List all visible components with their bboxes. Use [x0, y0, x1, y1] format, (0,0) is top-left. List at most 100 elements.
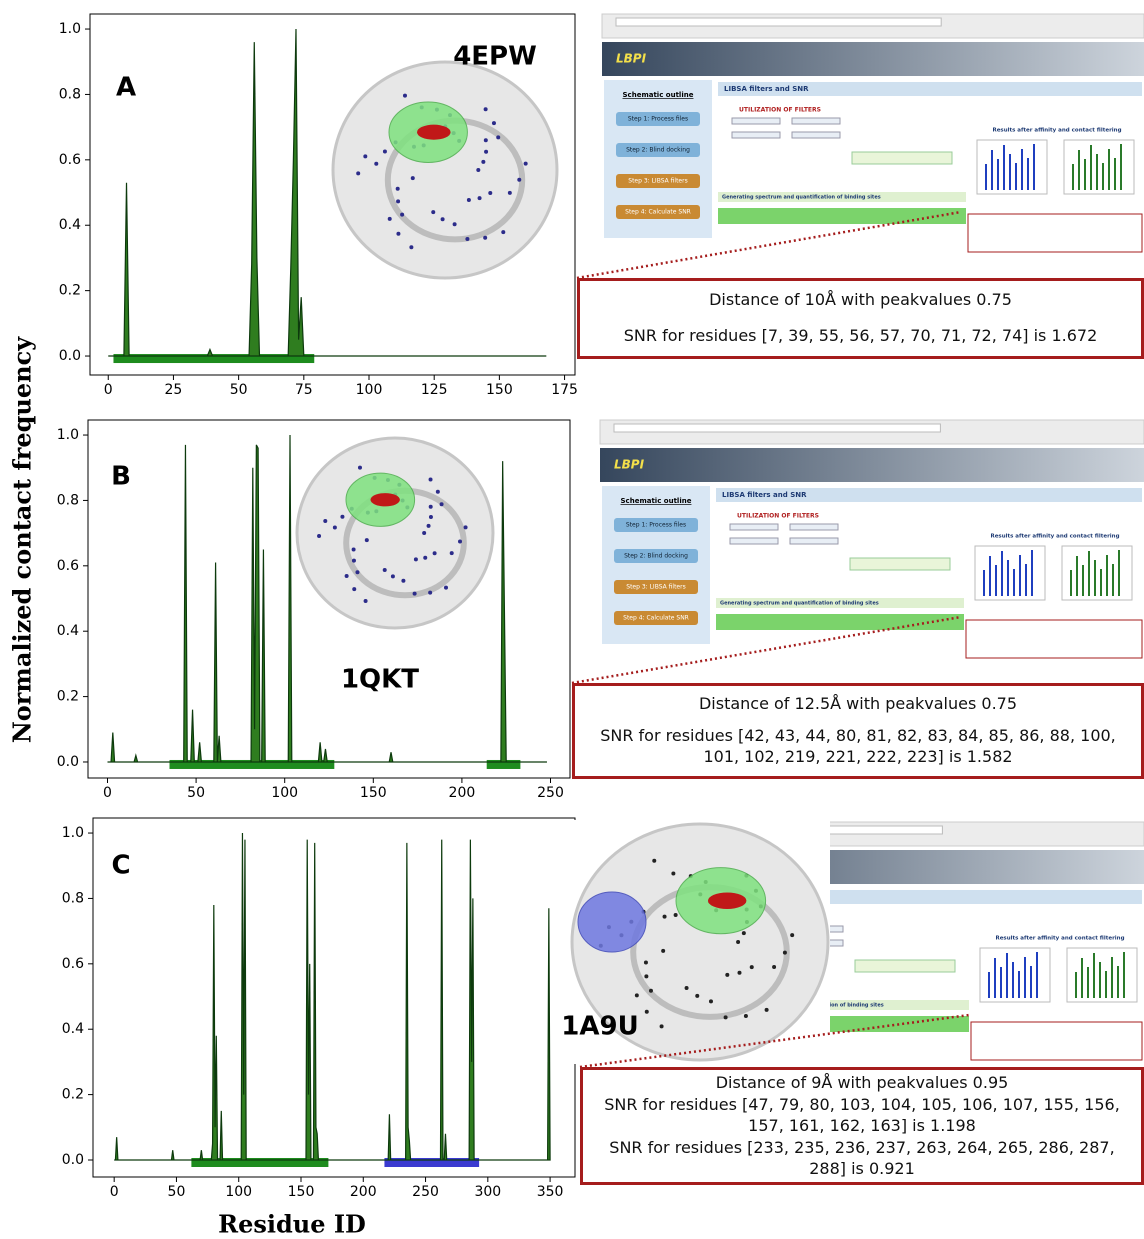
mini-bar [995, 565, 997, 596]
step-box [614, 518, 698, 532]
section-title: LIBSA filters and SNR [724, 85, 809, 93]
docking-pose [725, 972, 730, 977]
results-title: Results after affinity and contact filte… [990, 534, 1119, 540]
filters-title: UTILIZATION OF FILTERS [739, 107, 821, 114]
ligand [370, 493, 400, 507]
mini-bar [1114, 158, 1116, 190]
step-box [616, 143, 700, 157]
docking-pose [356, 171, 361, 176]
mini-bar [1082, 565, 1084, 596]
docking-pose [684, 986, 689, 991]
mini-bar [994, 958, 996, 998]
ligand [417, 124, 451, 140]
snr-legend [854, 959, 956, 973]
mini-bar [1000, 967, 1002, 998]
docking-pose [507, 190, 512, 195]
mini-bar [1120, 144, 1122, 190]
url-field [615, 17, 942, 27]
section-bar [718, 82, 1142, 96]
binding-site-bar [113, 354, 315, 364]
docking-pose [463, 525, 468, 530]
mini-bar [997, 159, 999, 190]
step-label: Step 3: LIBSA filters [626, 584, 685, 591]
spectrum-bar [718, 192, 966, 202]
panel-label: B [111, 462, 131, 492]
docking-pose [428, 590, 433, 595]
mini-bar [1088, 551, 1090, 596]
x-tick-label: 150 [486, 382, 513, 398]
mini-bar [1096, 154, 1098, 190]
x-tick-label: 350 [537, 1184, 564, 1200]
step-label: Step 1: Process files [628, 116, 688, 123]
docking-pose [432, 551, 437, 556]
docking-pose [439, 502, 444, 507]
spectrum-title: Generating spectrum and quantification o… [720, 601, 879, 607]
docking-pose [483, 107, 488, 112]
callout-box: Distance of 12.5Å with peakvalues 0.75 SN… [572, 683, 1144, 779]
docking-pose [477, 196, 482, 201]
docking-pose [396, 231, 401, 236]
docking-pose [695, 993, 700, 998]
sidebar-title: Schematic outline [623, 91, 694, 99]
docking-pose [423, 555, 428, 560]
mini-bar [1118, 550, 1120, 596]
docking-pose [400, 212, 405, 217]
x-tick-label: 100 [271, 785, 298, 801]
mini-plot [1061, 545, 1133, 601]
filter-node [789, 523, 839, 531]
panel-label: C [111, 851, 130, 881]
docking-pose [340, 514, 345, 519]
mini-bar [1030, 966, 1032, 998]
docking-pose [390, 574, 395, 579]
docking-pose [357, 465, 362, 470]
docking-pose [355, 570, 360, 575]
mini-plot [1063, 139, 1135, 195]
docking-pose [491, 121, 496, 126]
pdb-label: 1A9U [561, 1012, 638, 1042]
docking-pose [374, 161, 379, 166]
filter-node [729, 537, 779, 545]
mini-bar [1015, 163, 1017, 190]
mini-bar [1076, 556, 1078, 596]
docking-pose [458, 539, 463, 544]
mini-bar [1105, 971, 1107, 998]
docking-pose [428, 514, 433, 519]
docking-pose [351, 547, 356, 552]
docking-pose [382, 568, 387, 573]
x-tick-label: 25 [165, 382, 183, 398]
mini-bar [1031, 550, 1033, 596]
mini-bar [1033, 144, 1035, 190]
result-box [970, 1021, 1143, 1061]
y-tick-label: 0.4 [59, 217, 81, 233]
docking-pose [352, 587, 357, 592]
mini-bar [1117, 966, 1119, 998]
step-box [614, 549, 698, 563]
mini-bar [1108, 149, 1110, 190]
mini-bar [1018, 971, 1020, 998]
binding-site-bar [191, 1157, 329, 1167]
x-tick-label: 200 [350, 1184, 377, 1200]
contact-line [114, 833, 551, 1161]
step-box [616, 174, 700, 188]
web-screenshot: LBPI Schematic outline Step 1: Process fil… [599, 419, 1144, 659]
docking-pose [496, 135, 501, 140]
mini-bar [1036, 952, 1038, 998]
mini-bar [991, 150, 993, 190]
panel-label: A [116, 73, 136, 103]
x-tick-label: 175 [551, 382, 578, 398]
app-header [600, 448, 1144, 482]
y-tick-label: 0.0 [62, 1152, 84, 1168]
x-tick-label: 250 [537, 785, 564, 801]
app-header [602, 42, 1144, 76]
step-box [614, 580, 698, 594]
binding-site-bar [169, 759, 335, 769]
docking-pose [488, 191, 493, 196]
y-tick-label: 0.4 [57, 623, 79, 639]
spectrum-bar [721, 1000, 969, 1010]
y-tick-label: 1.0 [57, 427, 79, 443]
mini-bar [1093, 953, 1095, 998]
mini-bar [989, 556, 991, 596]
docking-pose [409, 245, 414, 250]
y-tick-label: 0.6 [62, 956, 84, 972]
